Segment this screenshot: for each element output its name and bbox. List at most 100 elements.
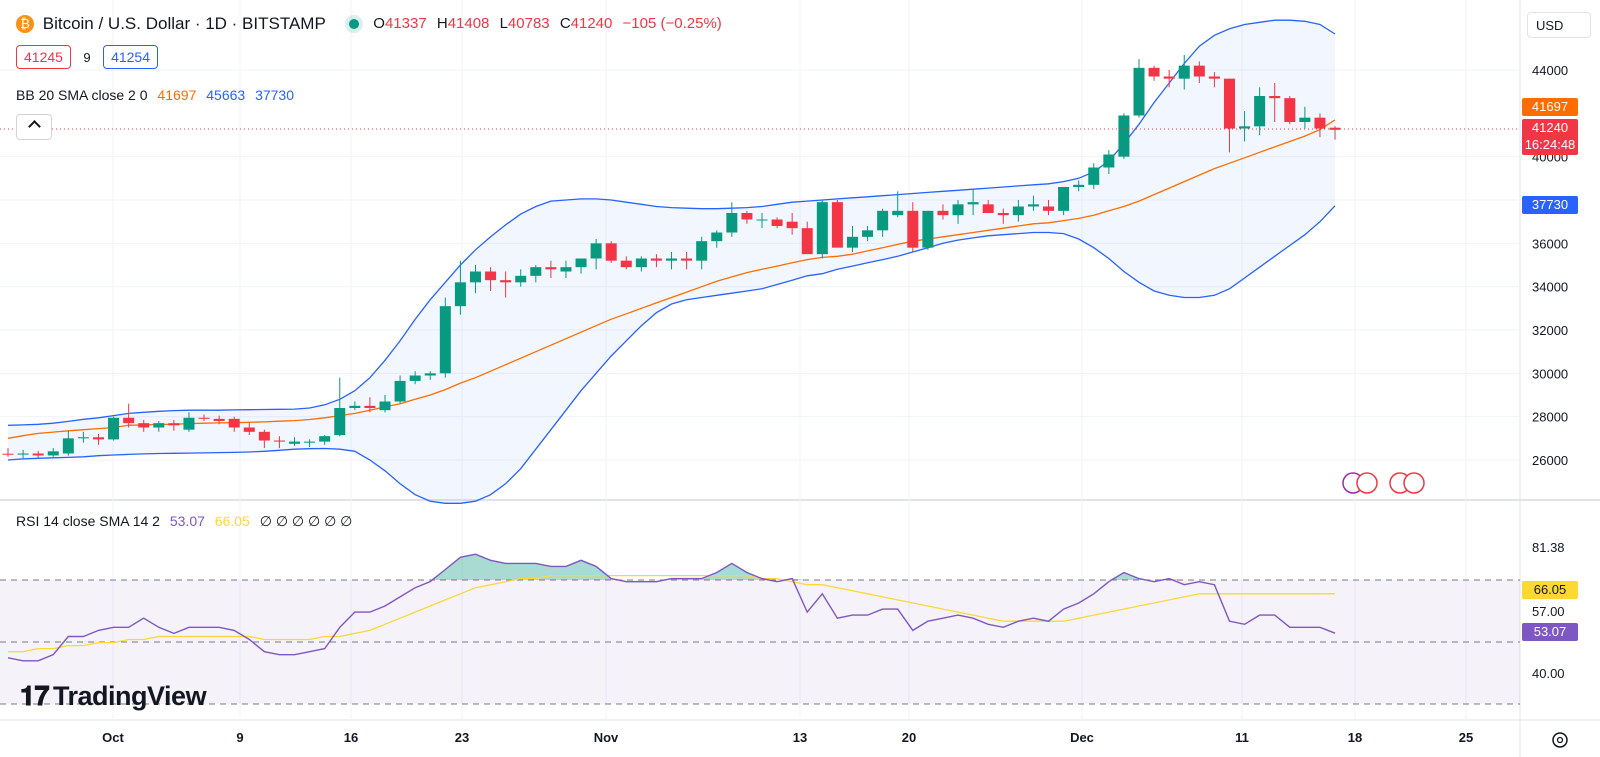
bb-basis-tag: 41697: [1522, 98, 1578, 116]
symbol-title[interactable]: Bitcoin / U.S. Dollar · 1D · BITSTAMP: [42, 13, 326, 33]
candle-body: [1027, 204, 1039, 207]
symbol-header: ₿ Bitcoin / U.S. Dollar · 1D · BITSTAMP …: [16, 13, 728, 34]
time-tick-13: 13: [793, 730, 807, 745]
candle-body: [1178, 65, 1190, 79]
rsi-extra-values: ∅ ∅ ∅ ∅ ∅ ∅: [259, 513, 353, 529]
candle-body: [801, 228, 813, 255]
rsi-sma-value: 66.05: [214, 513, 250, 529]
price-tick-44000: 44000: [1532, 63, 1568, 78]
candle-body: [982, 204, 994, 213]
candle-body: [334, 408, 346, 436]
candle-body: [1103, 154, 1115, 168]
candle-body: [786, 221, 798, 229]
candle-body: [289, 441, 301, 444]
candle-body: [831, 202, 843, 248]
candle-body: [228, 418, 240, 428]
candle-body: [62, 438, 74, 454]
rsi-value-tag: 53.07: [1522, 623, 1578, 641]
bb-legend[interactable]: BB 20 SMA close 2 0 41697 45663 37730: [16, 87, 294, 103]
candle-body: [1118, 115, 1130, 157]
candles-layer: [2, 54, 1341, 459]
time-tick-23: 23: [455, 730, 469, 745]
candle-body: [922, 210, 934, 248]
candle-body: [1073, 184, 1085, 187]
rsi-legend-title: RSI 14 close SMA 14 2: [16, 513, 160, 529]
candle-body: [575, 258, 587, 268]
candle-body: [213, 418, 225, 421]
price-grid: [0, 0, 1520, 720]
candle-body: [47, 451, 59, 456]
candle-body: [1239, 126, 1251, 129]
candle-body: [620, 260, 632, 268]
price-tick-28000: 28000: [1532, 410, 1568, 425]
candle-body: [1299, 117, 1311, 122]
currency-selector[interactable]: USD: [1527, 12, 1591, 38]
collapse-legend-button[interactable]: [16, 114, 52, 140]
candle-body: [1088, 167, 1100, 185]
candle-body: [590, 243, 602, 259]
candle-body: [846, 236, 858, 248]
candle-body: [1058, 187, 1070, 211]
rsi-value: 53.07: [169, 513, 205, 529]
candle-body: [741, 213, 753, 220]
candle-body: [952, 204, 964, 216]
rsi-legend[interactable]: RSI 14 close SMA 14 2 53.07 66.05 ∅ ∅ ∅ …: [16, 513, 352, 530]
market-status-icon: [348, 18, 359, 29]
rsi-sma-tag: 66.05: [1522, 581, 1578, 599]
economic-events-icon[interactable]: [1342, 472, 1425, 494]
candle-body: [319, 436, 331, 442]
candle-body: [77, 437, 89, 439]
change-value: −105 (−0.25%): [622, 15, 722, 33]
price-tick-36000: 36000: [1532, 236, 1568, 251]
rsi-line: [7, 553, 1336, 662]
candle-body: [1148, 67, 1160, 77]
price-tick-34000: 34000: [1532, 280, 1568, 295]
candle-body: [666, 258, 678, 261]
candle-body: [605, 243, 617, 261]
rsi-tick-81.38: 81.38: [1532, 540, 1565, 555]
candle-body: [1314, 117, 1326, 129]
rsi-tick-40.00: 40.00: [1532, 666, 1565, 681]
time-tick-16: 16: [344, 730, 358, 745]
candle-body: [545, 267, 557, 270]
candle-body: [1193, 65, 1205, 77]
candle-body: [485, 271, 497, 281]
candle-body: [771, 219, 783, 226]
candle-body: [409, 375, 421, 381]
candle-body: [198, 417, 210, 419]
candle-body: [153, 423, 165, 428]
candle-body: [258, 431, 270, 441]
candle-body: [967, 202, 979, 205]
candle-body: [108, 417, 120, 440]
time-tick-9: 9: [236, 730, 243, 745]
candle-body: [1133, 67, 1145, 116]
ask-button[interactable]: 41254: [103, 45, 159, 69]
candle-body: [439, 306, 451, 374]
candle-body: [1329, 127, 1341, 130]
candle-body: [726, 213, 738, 233]
candle-body: [530, 267, 542, 276]
price-tick-32000: 32000: [1532, 323, 1568, 338]
candle-body: [394, 380, 406, 402]
spread-value: 9: [83, 50, 91, 65]
bid-button[interactable]: 41245: [16, 45, 71, 69]
last-price-value: 41240: [1531, 120, 1569, 135]
candle-body: [560, 267, 572, 272]
bb-lower-value: 37730: [255, 87, 295, 103]
rsi-sma-line: [8, 574, 1336, 653]
candle-body: [635, 258, 647, 268]
price-tick-30000: 30000: [1532, 366, 1568, 381]
candle-body: [168, 423, 180, 426]
time-tick-Nov: Nov: [594, 730, 619, 745]
price-tick-26000: 26000: [1532, 453, 1568, 468]
last-price-tag: 41240 16:24:48: [1522, 119, 1578, 155]
chevron-up-icon: [27, 120, 41, 133]
settings-icon[interactable]: [1552, 732, 1568, 748]
candle-body: [304, 441, 316, 443]
candle-body: [1223, 78, 1235, 129]
candle-body: [243, 427, 255, 432]
candle-body: [907, 210, 919, 248]
tradingview-logo[interactable]: 𝟏𝟕 TradingView: [20, 681, 207, 713]
ohlc-values: O41337 H41408 L40783 C41240 −105 (−0.25%…: [373, 15, 722, 33]
